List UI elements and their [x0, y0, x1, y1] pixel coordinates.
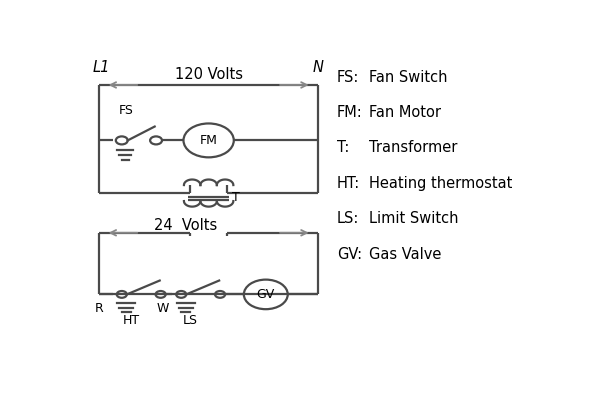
Text: Gas Valve: Gas Valve	[369, 247, 441, 262]
Text: FS:: FS:	[337, 70, 359, 84]
Text: 24  Volts: 24 Volts	[154, 218, 217, 232]
Text: L1: L1	[93, 60, 110, 75]
Text: LS: LS	[183, 314, 198, 328]
Text: Transformer: Transformer	[369, 140, 457, 155]
Text: HT:: HT:	[337, 176, 360, 191]
Text: R: R	[94, 302, 103, 315]
Text: T: T	[231, 191, 240, 204]
Text: FM: FM	[199, 134, 218, 147]
Text: N: N	[313, 60, 324, 75]
Text: Heating thermostat: Heating thermostat	[369, 176, 512, 191]
Text: FM:: FM:	[337, 105, 362, 120]
Text: HT: HT	[122, 314, 139, 328]
Text: T:: T:	[337, 140, 349, 155]
Text: Fan Motor: Fan Motor	[369, 105, 441, 120]
Text: W: W	[157, 302, 169, 315]
Text: FS: FS	[119, 104, 134, 117]
Text: GV:: GV:	[337, 247, 362, 262]
Text: 120 Volts: 120 Volts	[175, 67, 242, 82]
Text: GV: GV	[257, 288, 275, 301]
Text: Fan Switch: Fan Switch	[369, 70, 447, 84]
Text: LS:: LS:	[337, 211, 359, 226]
Text: Limit Switch: Limit Switch	[369, 211, 458, 226]
